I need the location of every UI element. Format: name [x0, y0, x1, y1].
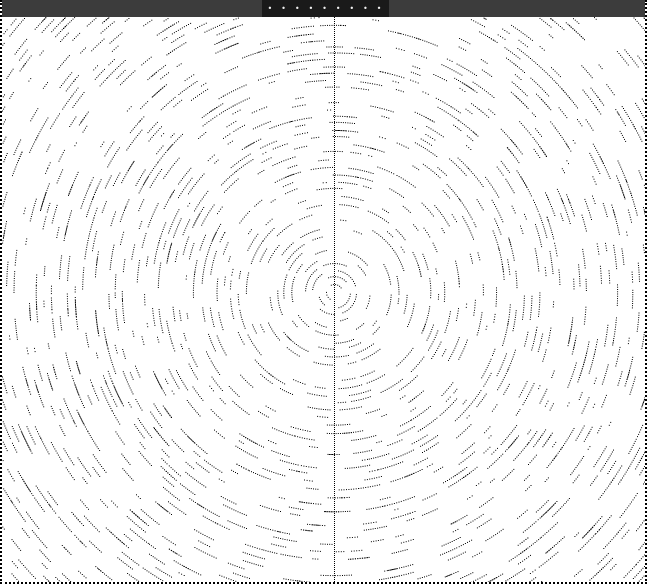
- ring-pattern: [2, 17, 645, 582]
- center-divider-line: [334, 17, 335, 582]
- ring-dots-group: [2, 17, 645, 582]
- window-title: • • • • • • • • •: [261, 0, 390, 17]
- title-bar[interactable]: • • • • • • • • •: [2, 0, 645, 17]
- drawing-canvas[interactable]: [2, 17, 645, 582]
